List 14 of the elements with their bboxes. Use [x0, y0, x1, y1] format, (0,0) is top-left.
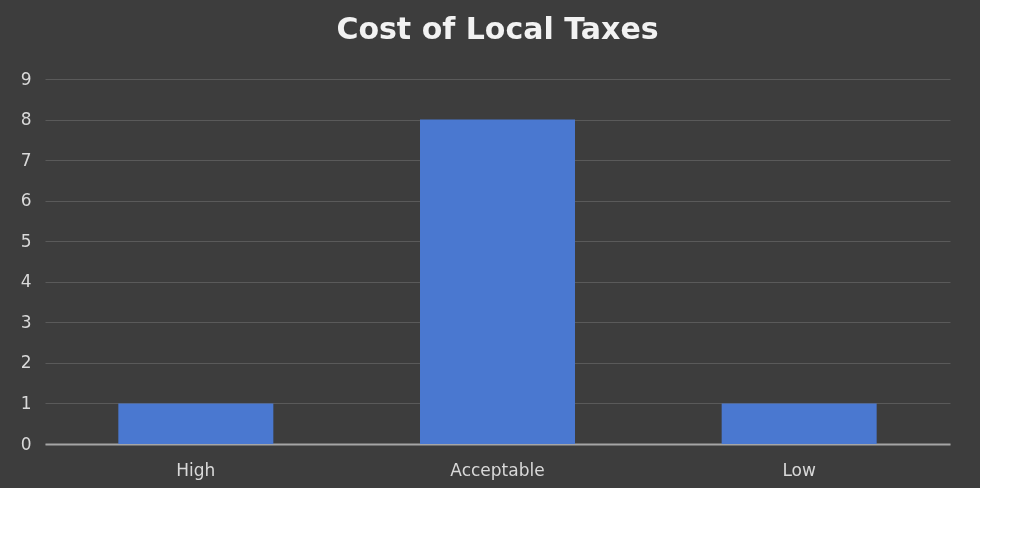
y-tick-label: 1: [20, 392, 32, 413]
y-tick-label: 5: [20, 230, 32, 251]
y-tick-label: 3: [20, 311, 32, 332]
y-tick-label: 9: [20, 68, 32, 89]
x-tick-label: High: [176, 459, 216, 480]
x-tick-label: Low: [782, 459, 816, 480]
y-tick-label: 6: [20, 190, 32, 211]
y-tick-label: 4: [20, 271, 32, 292]
x-tick-label: Acceptable: [450, 459, 545, 480]
y-tick-label: 8: [20, 109, 32, 130]
y-tick-label: 7: [20, 149, 32, 170]
y-tick-label: 2: [20, 352, 32, 373]
chart-title: Cost of Local Taxes: [336, 11, 659, 46]
y-tick-label: 0: [20, 433, 32, 454]
